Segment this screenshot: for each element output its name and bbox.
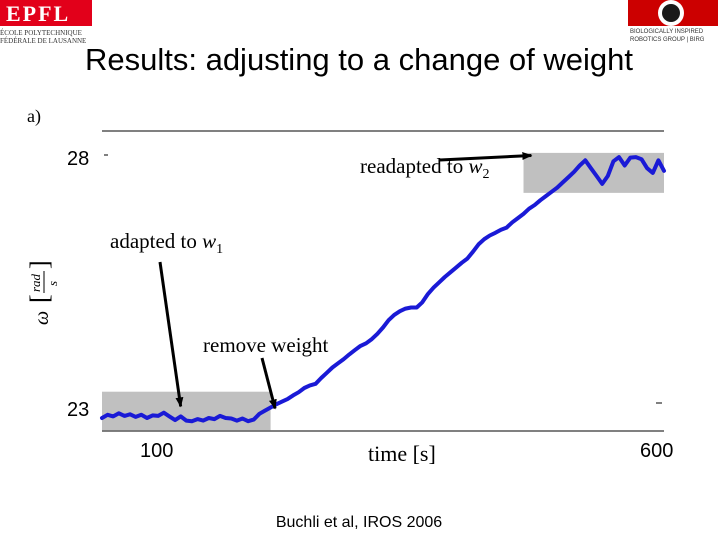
epfl-logo-line1: ÉCOLE POLYTECHNIQUE — [0, 29, 82, 37]
ytick-label-23: 23 — [67, 399, 89, 421]
annotation-adapted-subscript: 1 — [216, 242, 223, 257]
annotation-adapted-text: adapted to — [110, 229, 202, 253]
y-axis-label-bracket: [ — [25, 294, 54, 303]
xtick-label-100: 100 — [140, 440, 173, 462]
slide-title: Results: adjusting to a change of weight — [84, 42, 633, 77]
omega-series-line — [100, 155, 666, 424]
epfl-logo-mark: EPFL — [0, 0, 92, 26]
birg-logo-mark — [628, 0, 718, 26]
annotation-arrow-2 — [260, 357, 277, 410]
birg-logo-line2: ROBOTICS GROUP | BIRG — [630, 37, 705, 43]
ytick-label-28: 28 — [67, 148, 89, 170]
citation: Buchli et al, IROS 2006 — [275, 514, 443, 531]
y-axis-label-denominator: s — [45, 281, 60, 286]
y-axis-label-text: ω — [31, 311, 53, 325]
shaded-region-1 — [102, 391, 271, 431]
birg-logo: BIOLOGICALLY INSPIRED ROBOTICS GROUP | B… — [628, 0, 718, 46]
annotation-readapted: readapted to w2 — [360, 154, 489, 182]
annotation-adapted: adapted to w1 — [110, 229, 223, 257]
annotation-readapted-text: readapted to — [360, 154, 468, 178]
annotation-arrow-3 — [439, 151, 533, 162]
y-axis-label: ω [ rad s ] — [25, 260, 60, 325]
annotation-readapted-subscript: 2 — [482, 167, 489, 182]
y-axis-label-numerator: rad — [28, 273, 43, 292]
annotation-remove-weight: remove weight — [203, 333, 329, 357]
annotation-arrow-1 — [158, 261, 184, 408]
epfl-logo: EPFL ÉCOLE POLYTECHNIQUE FÉDÉRALE DE LAU… — [0, 0, 92, 46]
x-axis-label: time [s] — [368, 441, 436, 466]
annotation-adapted-symbol: w — [202, 229, 216, 253]
epfl-logo-line2: FÉDÉRALE DE LAUSANNE — [0, 37, 87, 45]
xtick-label-600: 600 — [640, 440, 673, 462]
birg-logo-line1: BIOLOGICALLY INSPIRED — [630, 29, 704, 35]
panel-label: a) — [27, 106, 41, 127]
annotation-readapted-symbol: w — [468, 154, 482, 178]
epfl-logo-text: EPFL — [6, 1, 71, 26]
y-axis-label-bracket-close: ] — [25, 260, 54, 269]
salamander-icon — [658, 0, 684, 26]
